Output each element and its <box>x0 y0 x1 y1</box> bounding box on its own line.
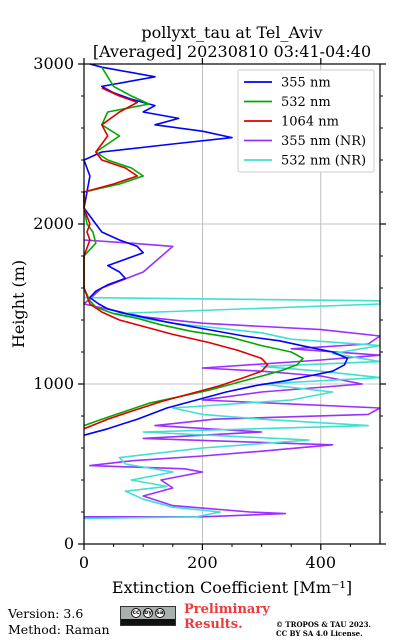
lidar-profile-chart: pollyxt_tau at Tel_Aviv [Averaged] 20230… <box>9 23 386 597</box>
y-tick-label: 1000 <box>33 374 74 393</box>
copyright-line-2: CC BY SA 4.0 License. <box>276 629 363 638</box>
legend-label-1064-nm: 1064 nm <box>281 115 339 130</box>
chart-title: pollyxt_tau at Tel_Aviv <box>141 23 322 42</box>
legend-label-532-nm: 532 nm <box>281 95 331 110</box>
cc-icon: cc <box>131 608 141 618</box>
legend-box <box>237 69 375 173</box>
legend-label-355-nm: 355 nm <box>281 76 331 91</box>
license-badge: cc by sa <box>120 606 176 626</box>
y-tick-label: 2000 <box>33 214 74 233</box>
y-tick-label: 0 <box>64 534 74 553</box>
legend: 355 nm 532 nm 1064 nm 355 nm (NR) 532 nm (NR… <box>237 69 375 173</box>
chart-subtitle: [Averaged] 20230810 03:41-04:40 <box>93 42 371 61</box>
y-axis-label: Height (m) <box>9 260 28 348</box>
copyright-line-1: © TROPOS & TAU 2023. <box>276 620 371 629</box>
legend-label-532-nm-nr: 532 nm (NR) <box>281 154 366 169</box>
preliminary-notice: Preliminary Results. <box>184 602 270 632</box>
x-tick-label: 0 <box>79 553 89 572</box>
series-lines <box>83 63 381 520</box>
by-icon: by <box>143 608 153 618</box>
method-text: Method: Raman <box>8 622 110 637</box>
x-axis-label: Extinction Coefficient [Mm⁻¹] <box>112 578 352 597</box>
x-tick-label: 400 <box>306 553 337 572</box>
legend-label-355-nm-nr: 355 nm (NR) <box>281 134 366 149</box>
x-tick-label: 200 <box>187 553 218 572</box>
sa-icon: sa <box>155 608 165 618</box>
version-text: Version: 3.6 <box>8 606 84 621</box>
preliminary-line-2: Results. <box>184 617 243 632</box>
copyright-notice: © TROPOS & TAU 2023. CC BY SA 4.0 Licens… <box>276 620 371 638</box>
series-line-532-nm-nr <box>83 296 381 520</box>
y-tick-label: 3000 <box>33 54 74 73</box>
axis-ticks: 0 200 400 0 1000 2000 3000 <box>33 54 386 572</box>
preliminary-line-1: Preliminary <box>184 602 270 617</box>
series-line-1064-nm <box>83 87 269 430</box>
series-line-355-nm <box>83 63 349 436</box>
